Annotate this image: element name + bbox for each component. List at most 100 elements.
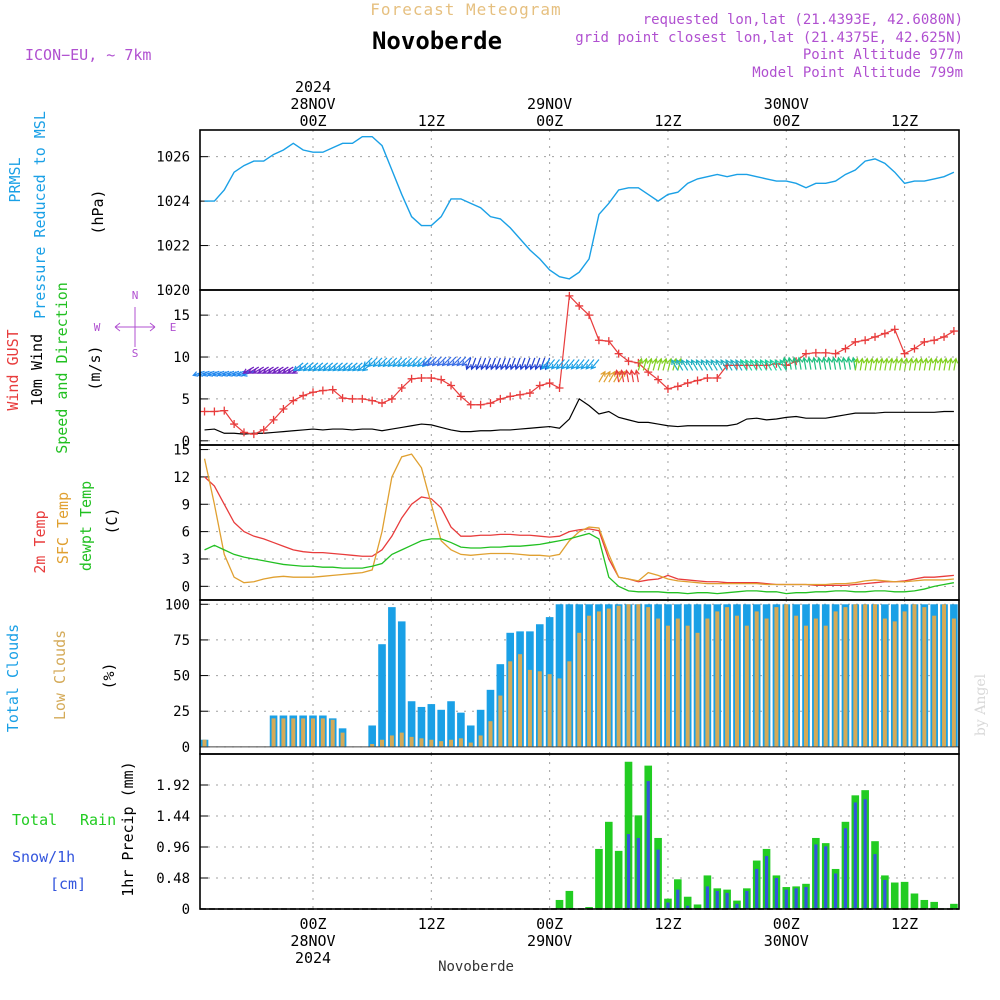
wind-direction-arrow — [247, 366, 260, 374]
panel-pressure: 1020 1022 1024 1026 PRMSL Pressure Reduced to… — [6, 111, 959, 319]
low-cloud-bar — [892, 621, 897, 747]
top-time-label: 28NOV — [290, 95, 335, 113]
low-cloud-bar — [271, 718, 276, 747]
gust-marker — [841, 344, 850, 353]
gust-marker — [456, 392, 465, 401]
total-cloud-bar — [407, 701, 416, 747]
rain-bar — [950, 903, 958, 909]
gust-marker — [230, 420, 239, 429]
gust-marker — [387, 394, 396, 403]
gust-marker — [565, 291, 574, 300]
wind-direction-arrow — [786, 356, 793, 370]
wind-direction-arrow — [231, 370, 245, 377]
low-cloud-bar — [320, 718, 325, 747]
wind-direction-arrow — [863, 357, 870, 371]
compass-s: S — [132, 347, 139, 360]
y-tick-label: 1022 — [156, 239, 190, 255]
footer-location: Novoberde — [438, 959, 514, 975]
bottom-time-label: 28NOV — [290, 932, 335, 950]
gust-marker — [397, 384, 406, 393]
top-time-label: 00Z — [773, 112, 800, 130]
wind-direction-arrow — [397, 357, 408, 368]
gust-marker — [890, 325, 899, 334]
rain-bar — [900, 881, 909, 909]
wind-direction-arrow — [937, 357, 944, 371]
wind-direction-arrow — [750, 358, 758, 371]
gust-marker — [447, 381, 456, 390]
wind-direction-arrow — [565, 359, 575, 370]
wind-direction-arrow — [519, 357, 526, 371]
y-tick-label: 1024 — [156, 194, 190, 210]
y-tick-label: 10 — [173, 350, 190, 366]
wind-direction-arrow — [745, 358, 753, 371]
low-cloud-bar — [863, 604, 868, 747]
low-cloud-bar — [636, 604, 641, 747]
low-cloud-bar — [951, 618, 956, 747]
low-cloud-bar — [804, 625, 808, 747]
rain-bar — [565, 890, 574, 909]
gust-marker — [466, 400, 475, 409]
wind-direction-arrow — [831, 356, 838, 370]
low-cloud-bar — [399, 732, 404, 747]
temp-2m-label: 2m Temp — [31, 510, 49, 573]
wind-direction-arrow — [499, 357, 506, 371]
wind-direction-arrow — [681, 358, 689, 371]
bottom-time-label: 30NOV — [764, 932, 809, 950]
gust-marker — [525, 389, 534, 398]
gust-marker — [673, 382, 682, 391]
snow-bar — [705, 886, 709, 909]
gust-marker — [663, 384, 672, 393]
wind-direction-arrow — [917, 357, 924, 371]
snow-bar — [636, 837, 640, 909]
gust-marker — [309, 388, 317, 397]
wind-direction-arrow — [362, 357, 373, 368]
wind-direction-arrow — [211, 370, 225, 377]
snow-bar — [626, 834, 631, 909]
low-cloud-bar — [488, 721, 493, 747]
rain-bar — [693, 904, 702, 909]
wind-direction-arrow — [485, 357, 492, 371]
wind-direction-arrow — [580, 359, 590, 370]
wind-direction-arrow — [619, 369, 626, 383]
wind-direction-arrow — [624, 369, 631, 383]
total-cloud-bar — [476, 709, 485, 747]
low-cloud-bar — [853, 604, 858, 747]
bottom-time-label: 12Z — [891, 915, 918, 933]
wind-direction-arrow — [903, 357, 909, 371]
gust-marker — [851, 337, 860, 346]
low-cloud-bar — [922, 607, 927, 747]
wind-direction-arrow — [221, 370, 235, 377]
low-cloud-bar — [577, 632, 582, 747]
wind-direction-arrow — [629, 369, 635, 383]
wind-direction-arrow — [322, 362, 334, 372]
bottom-time-label: 00Z — [773, 915, 800, 933]
low-cloud-bar — [665, 625, 670, 747]
wind-direction-arrow — [575, 359, 585, 370]
snow-bar — [873, 854, 877, 909]
gust-marker — [358, 394, 367, 403]
wind-direction-arrow — [436, 356, 447, 367]
gust-marker — [368, 396, 377, 405]
low-cloud-bar — [547, 674, 552, 747]
low-cloud-bar — [281, 718, 286, 747]
wind-direction-arrow — [546, 359, 556, 370]
wind-direction-arrow — [297, 362, 309, 372]
low-cloud-bar — [942, 604, 947, 747]
wind-direction-arrow — [387, 357, 398, 368]
low-cloud-bar — [468, 742, 473, 747]
model-altitude: Model Point Altitude 799m — [752, 65, 963, 81]
wind-direction-arrow — [352, 362, 363, 372]
y-tick-label: 0 — [182, 434, 190, 450]
wind-direction-arrow — [252, 366, 265, 374]
snow-bar — [676, 889, 680, 909]
gust-marker — [811, 348, 820, 357]
wind-direction-arrow — [441, 356, 452, 367]
gust-marker — [575, 301, 584, 310]
y-tick-label: 9 — [182, 497, 190, 513]
gust-marker — [289, 396, 298, 405]
panel-frame-precip — [199, 753, 960, 910]
bottom-time-label: 00Z — [299, 915, 326, 933]
gust-marker — [348, 394, 357, 403]
